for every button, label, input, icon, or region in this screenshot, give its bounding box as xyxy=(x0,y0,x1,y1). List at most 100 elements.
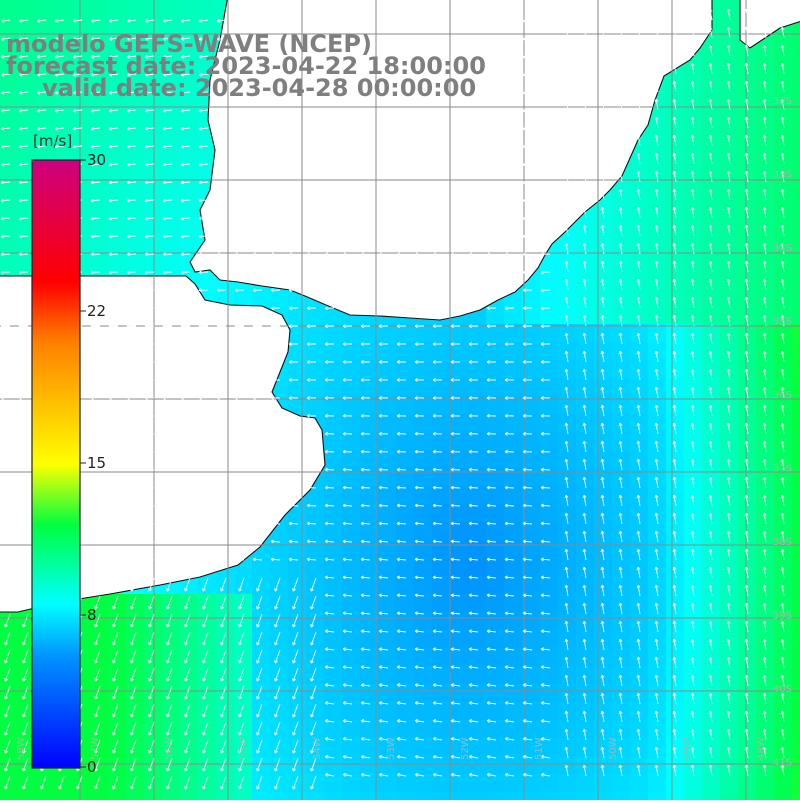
wind-cell xyxy=(594,774,613,793)
wind-cell xyxy=(396,792,415,800)
wind-cell xyxy=(486,756,505,775)
wind-cell xyxy=(792,306,800,325)
longitude-label: 52W xyxy=(460,737,471,760)
wind-cell xyxy=(612,774,631,793)
wind-cell xyxy=(18,0,37,19)
wind-cell xyxy=(270,792,289,800)
wind-cell xyxy=(90,0,109,19)
wind-cell xyxy=(720,774,739,793)
wind-cell xyxy=(198,792,217,800)
wind-cell xyxy=(486,738,505,757)
wind-cell xyxy=(252,792,271,800)
wind-cell xyxy=(576,774,595,793)
wind-cell xyxy=(180,0,199,19)
wind-cell xyxy=(540,774,559,793)
wind-cell xyxy=(234,792,253,800)
wind-cell xyxy=(792,792,800,800)
wind-cell xyxy=(324,738,343,757)
wind-cell xyxy=(414,774,433,793)
wind-cell xyxy=(414,702,433,721)
wind-cell xyxy=(396,684,415,703)
wind-cell xyxy=(126,0,145,19)
latitude-label: 33S xyxy=(773,170,792,181)
wind-cell xyxy=(450,702,469,721)
wind-cell xyxy=(792,198,800,217)
wind-cell xyxy=(198,0,217,19)
longitude-label: 58W xyxy=(16,737,27,760)
wind-cell xyxy=(738,792,757,800)
wind-cell xyxy=(792,594,800,613)
wind-cell xyxy=(450,792,469,800)
wind-cell xyxy=(450,666,469,685)
wind-cell xyxy=(486,702,505,721)
wind-cell xyxy=(666,792,685,800)
wind-cell xyxy=(522,684,541,703)
wind-cell xyxy=(342,738,361,757)
wind-cell xyxy=(324,684,343,703)
wind-cell xyxy=(684,792,703,800)
wind-cell xyxy=(792,630,800,649)
wind-cell xyxy=(468,792,487,800)
wind-cell xyxy=(432,684,451,703)
wind-cell xyxy=(486,684,505,703)
wind-cell xyxy=(792,54,800,73)
longitude-label: 55W xyxy=(238,737,249,760)
wind-cell xyxy=(378,702,397,721)
colorbar-label-8: 8 xyxy=(87,606,97,624)
wind-cell xyxy=(432,702,451,721)
wind-cell xyxy=(144,0,163,19)
wind-cell xyxy=(522,702,541,721)
wind-cell xyxy=(504,774,523,793)
wind-cell xyxy=(396,756,415,775)
colorbar-unit: [m/s] xyxy=(33,132,72,150)
wind-cell xyxy=(540,684,559,703)
wind-cell xyxy=(792,720,800,739)
wind-cell xyxy=(468,684,487,703)
wind-cell xyxy=(414,684,433,703)
wind-cell xyxy=(540,270,559,289)
wind-cell xyxy=(792,216,800,235)
wind-cell xyxy=(18,792,37,800)
wind-cell xyxy=(396,702,415,721)
wind-cell xyxy=(738,774,757,793)
wind-cell xyxy=(342,720,361,739)
wind-cell xyxy=(108,0,127,19)
latitude-label: 36S xyxy=(773,390,792,401)
wind-cell xyxy=(432,774,451,793)
wind-cell xyxy=(558,792,577,800)
wind-cell xyxy=(666,774,685,793)
wind-cell xyxy=(792,270,800,289)
wind-cell xyxy=(342,702,361,721)
longitude-label: 51W xyxy=(534,737,545,760)
wind-cell xyxy=(756,774,775,793)
wind-cell xyxy=(792,36,800,55)
wind-cell xyxy=(324,720,343,739)
wind-cell xyxy=(792,612,800,631)
wind-cell xyxy=(36,0,55,19)
longitude-label: 57W xyxy=(90,737,101,760)
wind-cell xyxy=(522,666,541,685)
wind-cell xyxy=(792,90,800,109)
wind-cell xyxy=(648,792,667,800)
wind-cell xyxy=(486,792,505,800)
wind-cell xyxy=(396,666,415,685)
wind-cell xyxy=(72,792,91,800)
wind-cell xyxy=(792,648,800,667)
wind-cell xyxy=(792,558,800,577)
wind-cell xyxy=(558,774,577,793)
wind-cell xyxy=(306,792,325,800)
wind-cell xyxy=(792,756,800,775)
wind-cell xyxy=(414,720,433,739)
wind-cell xyxy=(720,792,739,800)
wind-cell xyxy=(342,684,361,703)
wind-cell xyxy=(414,666,433,685)
wind-cell xyxy=(378,684,397,703)
wind-cell xyxy=(792,72,800,91)
colorbar-frame xyxy=(32,160,80,768)
wind-cell xyxy=(792,126,800,145)
wind-cell xyxy=(54,792,73,800)
wind-cell xyxy=(540,666,559,685)
wind-cell xyxy=(342,756,361,775)
